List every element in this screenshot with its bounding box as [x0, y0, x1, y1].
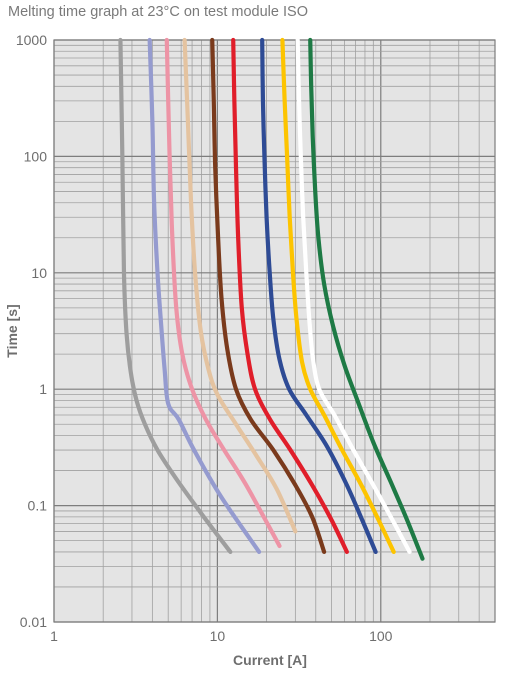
melting-curve-3	[164, 37, 282, 549]
grid	[53, 39, 496, 623]
melting-curve-6	[231, 37, 349, 555]
melting-curve-9	[295, 37, 412, 555]
curves	[118, 37, 425, 561]
melting-curve-2	[147, 37, 262, 555]
plot-frame	[53, 39, 496, 623]
y-tick-label: 1000	[16, 32, 47, 48]
y-tick-label: 0.01	[20, 614, 47, 630]
y-tick-label: 1	[39, 381, 47, 397]
y-tick-label: 0.1	[28, 498, 48, 514]
melting-curve-10	[308, 37, 425, 561]
melting-curve-8	[280, 37, 396, 555]
x-tick-label: 100	[369, 628, 393, 644]
melting-curve-4	[182, 37, 298, 534]
x-tick-label: 10	[210, 628, 226, 644]
y-tick-label: 10	[31, 265, 47, 281]
melting-curve-1	[118, 37, 233, 555]
x-tick-labels: 1 10 100	[50, 628, 393, 644]
melting-curve-5	[210, 37, 327, 555]
chart-title: Melting time graph at 23°C on test modul…	[8, 4, 308, 20]
melting-curve-7	[260, 37, 378, 555]
y-axis-label: Time [s]	[4, 304, 20, 357]
x-tick-label: 1	[50, 628, 58, 644]
y-tick-label: 100	[24, 148, 48, 164]
x-axis-label: Current [A]	[233, 652, 307, 668]
y-tick-labels: 1000 100 10 1 0.1 0.01	[16, 32, 47, 630]
